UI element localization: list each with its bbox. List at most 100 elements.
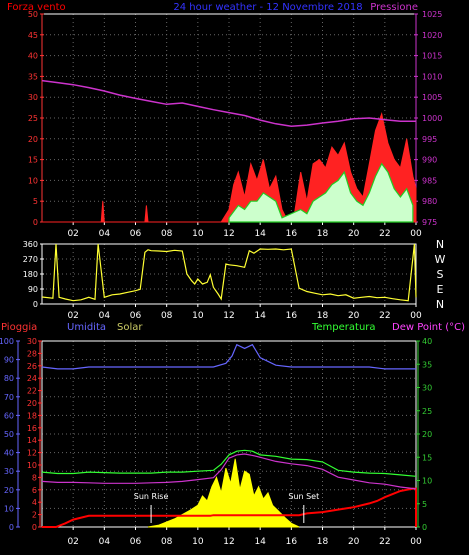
x-tick-label: 16 [286, 537, 298, 547]
rain-y-tick-label: 24 [27, 374, 37, 383]
direction-y-tick-label: 180 [23, 270, 38, 279]
legend-humidity: Umidita [67, 322, 106, 333]
y-right-tick-label: 995 [422, 135, 437, 144]
temperature-y-tick-label: 5 [422, 500, 427, 509]
x-tick-label: 18 [317, 311, 329, 321]
x-tick-label: 16 [286, 311, 298, 321]
x-tick-label: 14 [254, 537, 266, 547]
x-tick-label: 20 [348, 229, 360, 239]
y-left-tick-label: 25 [28, 114, 38, 123]
compass-label: N [436, 238, 444, 251]
y-left-tick-label: 40 [28, 52, 38, 61]
x-tick-label: 00 [410, 311, 422, 321]
temperature-y-tick-label: 40 [422, 337, 432, 346]
rain-y-tick-label: 18 [27, 411, 37, 420]
x-tick-label: 18 [317, 537, 329, 547]
humidity-y-tick-label: 50 [4, 430, 14, 439]
y-right-tick-label: 1000 [422, 114, 442, 123]
direction-y-tick-label: 90 [28, 285, 38, 294]
humidity-y-tick-label: 0 [9, 523, 14, 532]
rain-y-tick-label: 20 [27, 399, 37, 408]
humidity-y-tick-label: 70 [4, 393, 14, 402]
y-right-tick-label: 1015 [422, 52, 442, 61]
x-tick-label: 06 [130, 537, 142, 547]
rain-y-tick-label: 14 [27, 436, 37, 445]
legend-dewpoint: Dew Point (°C) [392, 322, 465, 333]
x-tick-label: 00 [410, 229, 422, 239]
annotation-label: Sun Set [288, 492, 319, 501]
rain-humidity-temperature-panel: 0102030405060708090100024681012141618202… [0, 337, 432, 547]
x-tick-label: 14 [254, 311, 266, 321]
series-pressure-line [41, 79, 416, 128]
series-rain-line [42, 487, 417, 528]
x-tick-label: 00 [410, 537, 422, 547]
x-tick-label: 14 [254, 229, 266, 239]
direction-y-tick-label: 360 [23, 240, 38, 249]
y-left-tick-label: 15 [28, 156, 38, 165]
y-right-tick-label: 1005 [422, 93, 442, 102]
x-tick-label: 10 [192, 537, 204, 547]
x-tick-label: 16 [286, 229, 298, 239]
x-tick-label: 06 [130, 311, 142, 321]
compass-label: E [437, 283, 444, 296]
series-humidity-line [41, 343, 416, 370]
x-tick-label: 10 [192, 311, 204, 321]
x-tick-label: 12 [223, 229, 234, 239]
y-right-tick-label: 1020 [422, 31, 442, 40]
series-wind-direction-line [41, 243, 417, 302]
x-tick-label: 02 [67, 229, 78, 239]
rain-y-tick-label: 6 [32, 486, 37, 495]
direction-y-tick-label: 0 [33, 300, 38, 309]
humidity-y-tick-label: 100 [0, 337, 14, 346]
rain-y-tick-label: 12 [27, 449, 37, 458]
top-right-label: Pressione [370, 2, 418, 13]
humidity-y-tick-label: 40 [4, 449, 14, 458]
y-right-tick-label: 980 [422, 197, 437, 206]
top-title: 24 hour weather - 12 Novembre 2018 [173, 2, 362, 13]
y-right-tick-label: 985 [422, 176, 437, 185]
x-tick-label: 04 [99, 229, 111, 239]
x-tick-label: 04 [99, 311, 111, 321]
rain-y-tick-label: 10 [27, 461, 37, 470]
x-tick-label: 22 [379, 537, 390, 547]
temperature-y-tick-label: 15 [422, 453, 432, 462]
x-tick-label: 02 [67, 311, 78, 321]
y-left-tick-label: 30 [28, 93, 38, 102]
x-tick-label: 20 [348, 537, 360, 547]
legend-rain: Pioggia [1, 322, 37, 333]
y-right-tick-label: 990 [422, 156, 437, 165]
y-left-tick-label: 10 [28, 176, 38, 185]
annotation-label: Sun Rise [134, 492, 169, 501]
humidity-y-tick-label: 60 [4, 411, 14, 420]
rain-y-tick-label: 0 [32, 523, 37, 532]
rain-y-tick-label: 4 [32, 498, 37, 507]
series-dewpoint-line [41, 453, 417, 490]
x-tick-label: 08 [161, 537, 173, 547]
legend-temperature: Temperatura [311, 322, 376, 333]
y-right-tick-label: 1010 [422, 72, 442, 81]
rain-y-tick-label: 22 [27, 387, 37, 396]
humidity-y-tick-label: 20 [4, 486, 14, 495]
x-tick-label: 12 [223, 311, 234, 321]
legend-solar: Solar [117, 322, 143, 333]
y-left-tick-label: 50 [28, 10, 38, 19]
x-tick-label: 12 [223, 537, 234, 547]
rain-y-tick-label: 8 [32, 473, 37, 482]
y-left-tick-label: 5 [33, 197, 38, 206]
humidity-y-tick-label: 90 [4, 356, 14, 365]
y-left-tick-label: 20 [28, 135, 38, 144]
x-tick-label: 20 [348, 311, 360, 321]
temperature-y-tick-label: 25 [422, 407, 432, 416]
temperature-y-tick-label: 10 [422, 477, 432, 486]
compass-label: N [436, 298, 444, 311]
rain-y-tick-label: 28 [27, 349, 37, 358]
x-tick-label: 08 [161, 229, 173, 239]
temperature-y-tick-label: 20 [422, 430, 432, 439]
x-tick-label: 22 [379, 311, 390, 321]
top-left-label: Forza vento [7, 2, 66, 13]
x-tick-label: 22 [379, 229, 390, 239]
direction-y-tick-label: 270 [23, 255, 38, 264]
humidity-y-tick-label: 30 [4, 467, 14, 476]
